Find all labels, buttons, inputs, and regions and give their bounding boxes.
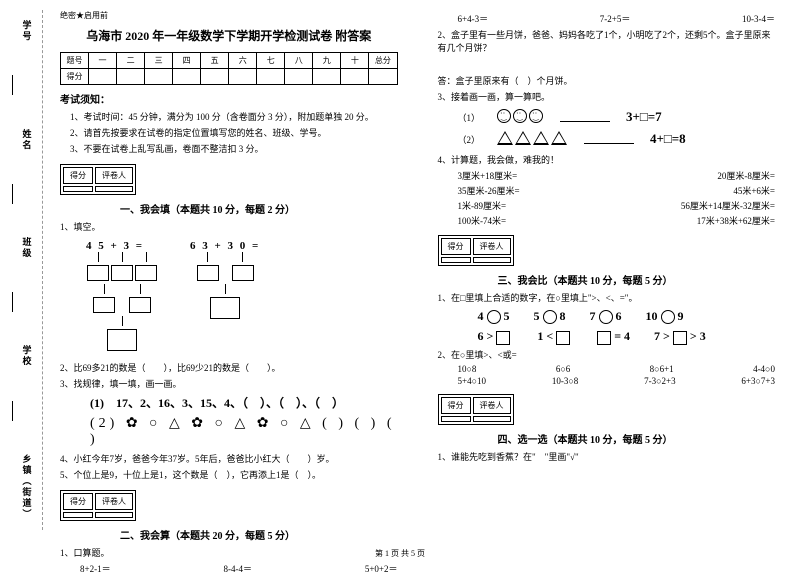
sidebar-line <box>12 184 42 204</box>
th: 二 <box>117 53 145 69</box>
section-2-title: 二、我会算（本题共 20 分，每题 5 分） <box>120 527 398 542</box>
td: 得分 <box>61 69 89 85</box>
calc: 6+4-3＝ <box>458 12 489 25</box>
score-box: 得分评卷人 <box>438 235 514 266</box>
calc: 8-4-4＝ <box>223 562 252 575</box>
label: （1） <box>458 111 481 124</box>
blank-line[interactable] <box>584 134 634 144</box>
section-4-title: 四、选一选（本题共 10 分，每题 5 分） <box>498 431 776 446</box>
eq: 3+□=7 <box>626 109 662 125</box>
th: 总分 <box>369 53 397 69</box>
label: （2） <box>458 133 481 146</box>
binding-sidebar: 学号 姓名 班级 学校 乡镇（街道） <box>8 10 46 530</box>
th: 题号 <box>61 53 89 69</box>
th: 八 <box>285 53 313 69</box>
page-content: 绝密★启用前 乌海市 2020 年一年级数学下学期开学检测试卷 附答案 题号 一… <box>0 0 800 540</box>
th: 五 <box>201 53 229 69</box>
notice-item: 2、请首先按要求在试卷的指定位置填写您的姓名、班级、学号。 <box>70 126 398 139</box>
calc: 8+2-1＝ <box>80 562 111 575</box>
score-table: 题号 一 二 三 四 五 六 七 八 九 十 总分 得分 <box>60 52 398 85</box>
sidebar-label: 学校 <box>21 345 34 367</box>
q2-2: 2、盒子里有一些月饼，爸爸、妈妈各吃了1个，小明吃了2个，还剩5个。盒子里原来有… <box>438 28 776 54</box>
comp-row: 6 > 1 < = 4 7 > > 3 <box>478 327 776 344</box>
ans2: 答：盒子里原来有（ ）个月饼。 <box>438 74 776 87</box>
sidebar-line <box>12 292 42 312</box>
triangle-icon <box>497 131 513 145</box>
th: 十 <box>341 53 369 69</box>
q1-1: 1、填空。 <box>60 220 398 233</box>
calc: 5+0+2＝ <box>365 562 398 575</box>
left-column: 绝密★启用前 乌海市 2020 年一年级数学下学期开学检测试卷 附答案 题号 一… <box>50 10 418 540</box>
calc: 10-3-4＝ <box>742 12 775 25</box>
notice-item: 1、考试时间：45 分钟，满分为 100 分（含卷面分 3 分），附加题单独 2… <box>70 110 398 123</box>
q1-5: 5、个位上是9，十位上是1，这个数是（ ），它再添上1是（ ）。 <box>60 468 398 481</box>
eq: 4+□=8 <box>650 131 686 147</box>
expr: 6 3 + 3 0 = <box>190 240 260 252</box>
th: 三 <box>145 53 173 69</box>
triangle-icon <box>533 131 549 145</box>
sidebar-label: 乡镇（街道） <box>21 454 34 520</box>
score-box: 得分评卷人 <box>60 164 136 195</box>
sidebar-label: 班级 <box>21 237 34 259</box>
th: 六 <box>229 53 257 69</box>
q1-2: 2、比69多21的数是（ ），比69少21的数是（ ）。 <box>60 361 398 374</box>
triangle-icon <box>515 131 531 145</box>
q3-1: 1、在□里填上合适的数字，在○里填上">、<、="。 <box>438 291 776 304</box>
blank-line[interactable] <box>560 112 610 122</box>
notice-head: 考试须知： <box>60 91 398 106</box>
seq2: (2) ✿ ○ △ ✿ ○ △ ✿ ○ △ ( ) ( ) ( ) <box>90 415 398 448</box>
th: 九 <box>313 53 341 69</box>
sidebar-label: 姓名 <box>21 129 34 151</box>
sidebar-line <box>12 401 42 421</box>
q3-2: 2、在○里填>、<或= <box>438 348 776 361</box>
exam-title: 乌海市 2020 年一年级数学下学期开学检测试卷 附答案 <box>60 27 398 44</box>
q2-3: 3、接着画一画，算一算吧。 <box>438 90 776 103</box>
calc: 7-2+5＝ <box>600 12 631 25</box>
tree-diagram-1: 4 5 + 3 = <box>86 240 158 354</box>
score-box: 得分评卷人 <box>60 490 136 521</box>
section-1-title: 一、我会填（本题共 10 分，每题 2 分） <box>120 201 398 216</box>
seq1: (1) 17、2、16、3、15、4、（ ）、（ ）、（ ） <box>90 394 398 411</box>
q1-3: 3、找规律，填一填，画一画。 <box>60 377 398 390</box>
smiley-icon <box>497 109 511 123</box>
th: 四 <box>173 53 201 69</box>
score-box: 得分评卷人 <box>438 394 514 425</box>
th: 一 <box>89 53 117 69</box>
fold-line <box>42 10 43 530</box>
q1-4: 4、小红今年7岁，爸爸今年37岁。5年后，爸爸比小红大（ ）岁。 <box>60 452 398 465</box>
notice-item: 3、不要在试卷上乱写乱画，卷面不整洁扣 3 分。 <box>70 142 398 155</box>
q2-4: 4、计算题，我会做，难我的！ <box>438 153 776 166</box>
sidebar-label: 学号 <box>21 20 34 42</box>
q4-1: 1、谁能先吃到香蕉？在" "里画"√" <box>438 450 776 463</box>
comp-row: 4 5 5 8 7 6 10 9 <box>478 307 776 324</box>
smiley-icon <box>513 109 527 123</box>
right-column: 6+4-3＝ 7-2+5＝ 10-3-4＝ 2、盒子里有一些月饼，爸爸、妈妈各吃… <box>418 10 786 540</box>
page-footer: 第 1 页 共 5 页 <box>0 548 800 559</box>
section-3-title: 三、我会比（本题共 10 分，每题 5 分） <box>498 272 776 287</box>
tree-diagram-2: 6 3 + 3 0 = <box>190 240 260 354</box>
triangle-icon <box>551 131 567 145</box>
expr: 4 5 + 3 = <box>86 240 158 252</box>
smiley-icon <box>529 109 543 123</box>
secret-label: 绝密★启用前 <box>60 10 398 21</box>
sidebar-line <box>12 75 42 95</box>
th: 七 <box>257 53 285 69</box>
